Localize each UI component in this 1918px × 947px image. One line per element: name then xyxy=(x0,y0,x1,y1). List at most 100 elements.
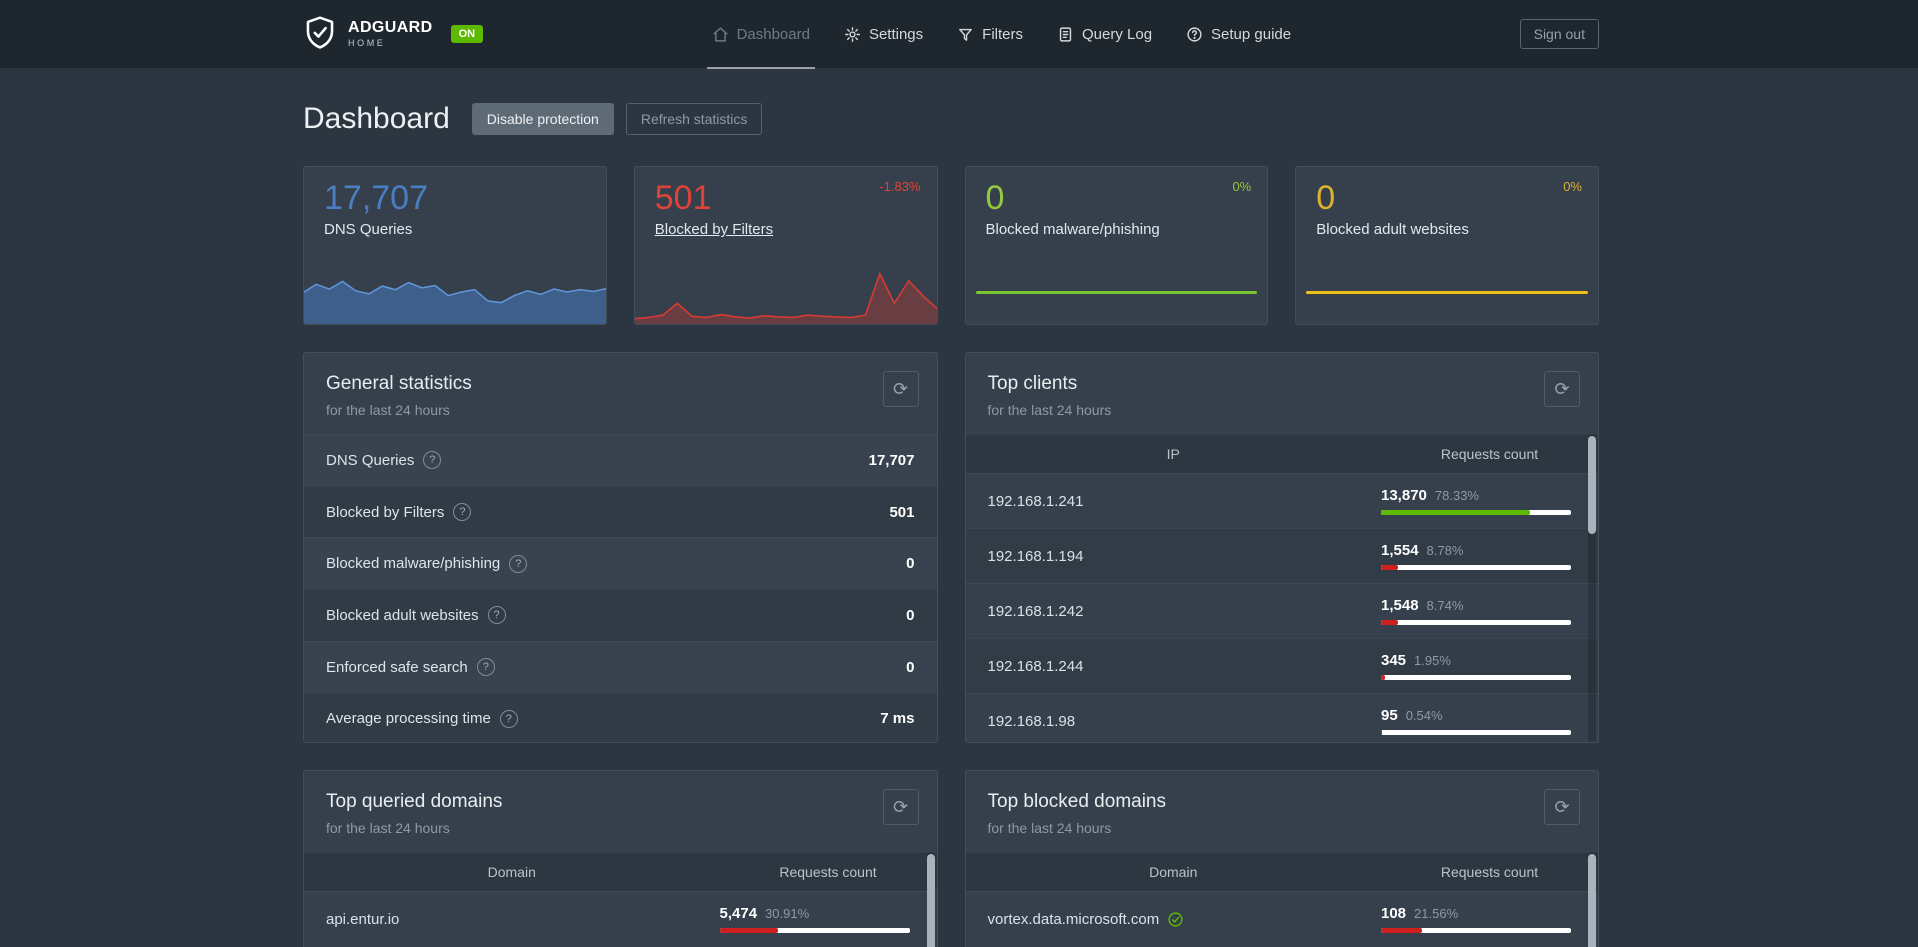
client-ip-link[interactable]: 192.168.1.194 xyxy=(987,547,1084,565)
top-queried-domains-card: Top queried domains for the last 24 hour… xyxy=(303,770,938,947)
request-percent: 8.74% xyxy=(1426,598,1464,613)
help-icon[interactable]: ? xyxy=(509,554,528,573)
stat-row-label: DNS Queries xyxy=(326,451,415,469)
card-title: Top clients xyxy=(987,373,1078,394)
gear-icon xyxy=(844,26,861,43)
request-percent: 30.91% xyxy=(765,906,810,921)
stat-label: Blocked adult websites xyxy=(1316,221,1469,239)
sign-out-button[interactable]: Sign out xyxy=(1519,19,1599,49)
request-count: 5,474 xyxy=(719,905,758,922)
stat-row: Average processing time? 7 ms xyxy=(304,692,937,742)
stat-row-label: Average processing time xyxy=(326,710,491,728)
client-ip-link[interactable]: 192.168.1.244 xyxy=(987,657,1084,675)
request-percent: 8.78% xyxy=(1426,543,1464,558)
table-row: 192.168.1.194 1,554 8.78% xyxy=(965,528,1598,583)
stat-row-label: Blocked malware/phishing xyxy=(326,555,501,573)
brand-name: ADGUARD xyxy=(348,19,433,36)
request-count: 95 xyxy=(1381,707,1398,724)
stat-label: Blocked malware/phishing xyxy=(985,221,1160,239)
request-percent: 1.95% xyxy=(1414,653,1451,668)
dns-queries-card: 17,707 DNS Queries xyxy=(303,166,607,325)
domain-link[interactable]: api.entur.io xyxy=(326,910,400,928)
dns-queries-sparkline xyxy=(303,261,606,324)
stat-row: Blocked adult websites? 0 xyxy=(304,589,937,641)
table-header: Domain Requests count xyxy=(965,852,1598,891)
general-statistics-card: General statistics for the last 24 hours… xyxy=(303,352,938,743)
adguard-logo[interactable]: ADGUARD HOME ON xyxy=(303,15,484,53)
tracker-icon xyxy=(1167,911,1184,928)
nav-item-filters[interactable]: Filters xyxy=(957,26,1023,43)
card-subtitle: for the last 24 hours xyxy=(987,820,1112,836)
refresh-statistics-button[interactable]: Refresh statistics xyxy=(625,103,763,135)
help-icon[interactable]: ? xyxy=(487,606,506,625)
stat-delta: 0% xyxy=(1563,179,1582,194)
main-content: Dashboard Disable protection Refresh sta… xyxy=(303,102,1599,947)
stat-row-label: Blocked adult websites xyxy=(326,606,479,624)
progress-bar xyxy=(1381,620,1571,625)
stat-row-value: 0 xyxy=(906,555,915,573)
table-row: 192.168.1.98 95 0.54% xyxy=(965,693,1598,742)
nav-label: Dashboard xyxy=(736,25,810,43)
scrollbar-track[interactable] xyxy=(1588,434,1596,742)
refresh-icon[interactable]: ⟳ xyxy=(1544,371,1580,407)
progress-bar xyxy=(1381,565,1571,570)
nav-label: Settings xyxy=(868,25,924,43)
help-icon[interactable]: ? xyxy=(476,658,495,677)
scrollbar-thumb[interactable] xyxy=(1588,854,1596,947)
column-header-requests: Requests count xyxy=(1440,446,1539,462)
table-row: api.entur.io 5,474 30.91% xyxy=(304,891,937,946)
brand-sub: HOME xyxy=(348,38,386,48)
flat-zero-line xyxy=(1306,291,1588,294)
stat-delta: -1.83% xyxy=(879,179,921,194)
blocked-adult-card: 0 Blocked adult websites 0% xyxy=(1295,166,1599,325)
blocked-by-filters-card: 501 Blocked by Filters -1.83% xyxy=(633,166,938,325)
stat-row-label: Enforced safe search xyxy=(326,658,468,676)
blocked-by-filters-link[interactable]: Blocked by Filters xyxy=(654,221,774,239)
table-row: 192.168.1.244 345 1.95% xyxy=(965,638,1598,693)
stat-cards: 17,707 DNS Queries 501 Blocked by Filter… xyxy=(303,166,1599,325)
help-icon[interactable]: ? xyxy=(423,451,442,470)
stat-value: 0 xyxy=(1316,179,1336,217)
client-ip-link[interactable]: 192.168.1.242 xyxy=(987,602,1084,620)
refresh-icon[interactable]: ⟳ xyxy=(882,371,919,407)
table-row: 192.168.1.242 1,548 8.74% xyxy=(965,583,1598,638)
client-ip-link[interactable]: 192.168.1.241 xyxy=(987,492,1084,510)
refresh-icon[interactable]: ⟳ xyxy=(882,789,919,825)
stat-row-value: 7 ms xyxy=(880,710,915,728)
column-header-ip: IP xyxy=(1166,446,1180,462)
nav-menu: Dashboard Settings Filters Query Log xyxy=(706,25,1291,69)
card-title: Top queried domains xyxy=(326,791,503,812)
top-clients-card: Top clients for the last 24 hours ⟳ IP R… xyxy=(964,352,1599,743)
refresh-icon[interactable]: ⟳ xyxy=(1544,789,1580,825)
stat-row-value: 501 xyxy=(889,503,915,521)
stat-row: Blocked malware/phishing? 0 xyxy=(304,537,937,589)
top-blocked-domains-card: Top blocked domains for the last 24 hour… xyxy=(964,770,1599,947)
card-subtitle: for the last 24 hours xyxy=(326,402,450,418)
nav-label: Setup guide xyxy=(1211,25,1292,43)
scrollbar-thumb[interactable] xyxy=(926,854,935,947)
card-subtitle: for the last 24 hours xyxy=(326,820,450,836)
stat-label: DNS Queries xyxy=(324,221,413,239)
table-row: 192.168.1.241 13,870 78.33% xyxy=(965,473,1598,528)
nav-item-query-log[interactable]: Query Log xyxy=(1057,26,1152,43)
help-icon[interactable]: ? xyxy=(453,503,472,521)
request-count: 345 xyxy=(1381,652,1407,669)
filter-icon xyxy=(957,26,974,43)
domain-text: vortex.data.microsoft.com xyxy=(987,910,1160,928)
scrollbar-track[interactable] xyxy=(1588,852,1596,947)
nav-item-setup-guide[interactable]: Setup guide xyxy=(1186,26,1291,43)
protection-on-badge: ON xyxy=(450,25,484,43)
nav-item-dashboard[interactable]: Dashboard xyxy=(706,25,816,69)
scrollbar-track[interactable] xyxy=(926,852,935,947)
scrollbar-thumb[interactable] xyxy=(1588,436,1596,534)
domain-link[interactable]: vortex.data.microsoft.com xyxy=(988,911,1382,928)
disable-protection-button[interactable]: Disable protection xyxy=(471,103,614,135)
navbar: ADGUARD HOME ON Dashboard Settings xyxy=(0,0,1918,69)
client-ip-link[interactable]: 192.168.1.98 xyxy=(987,712,1076,730)
request-count: 13,870 xyxy=(1381,487,1427,504)
nav-item-settings[interactable]: Settings xyxy=(844,26,923,43)
help-icon[interactable]: ? xyxy=(499,709,518,728)
request-count: 1,554 xyxy=(1381,542,1419,559)
stat-row-value: 0 xyxy=(906,606,915,624)
table-header: IP Requests count xyxy=(965,434,1598,473)
